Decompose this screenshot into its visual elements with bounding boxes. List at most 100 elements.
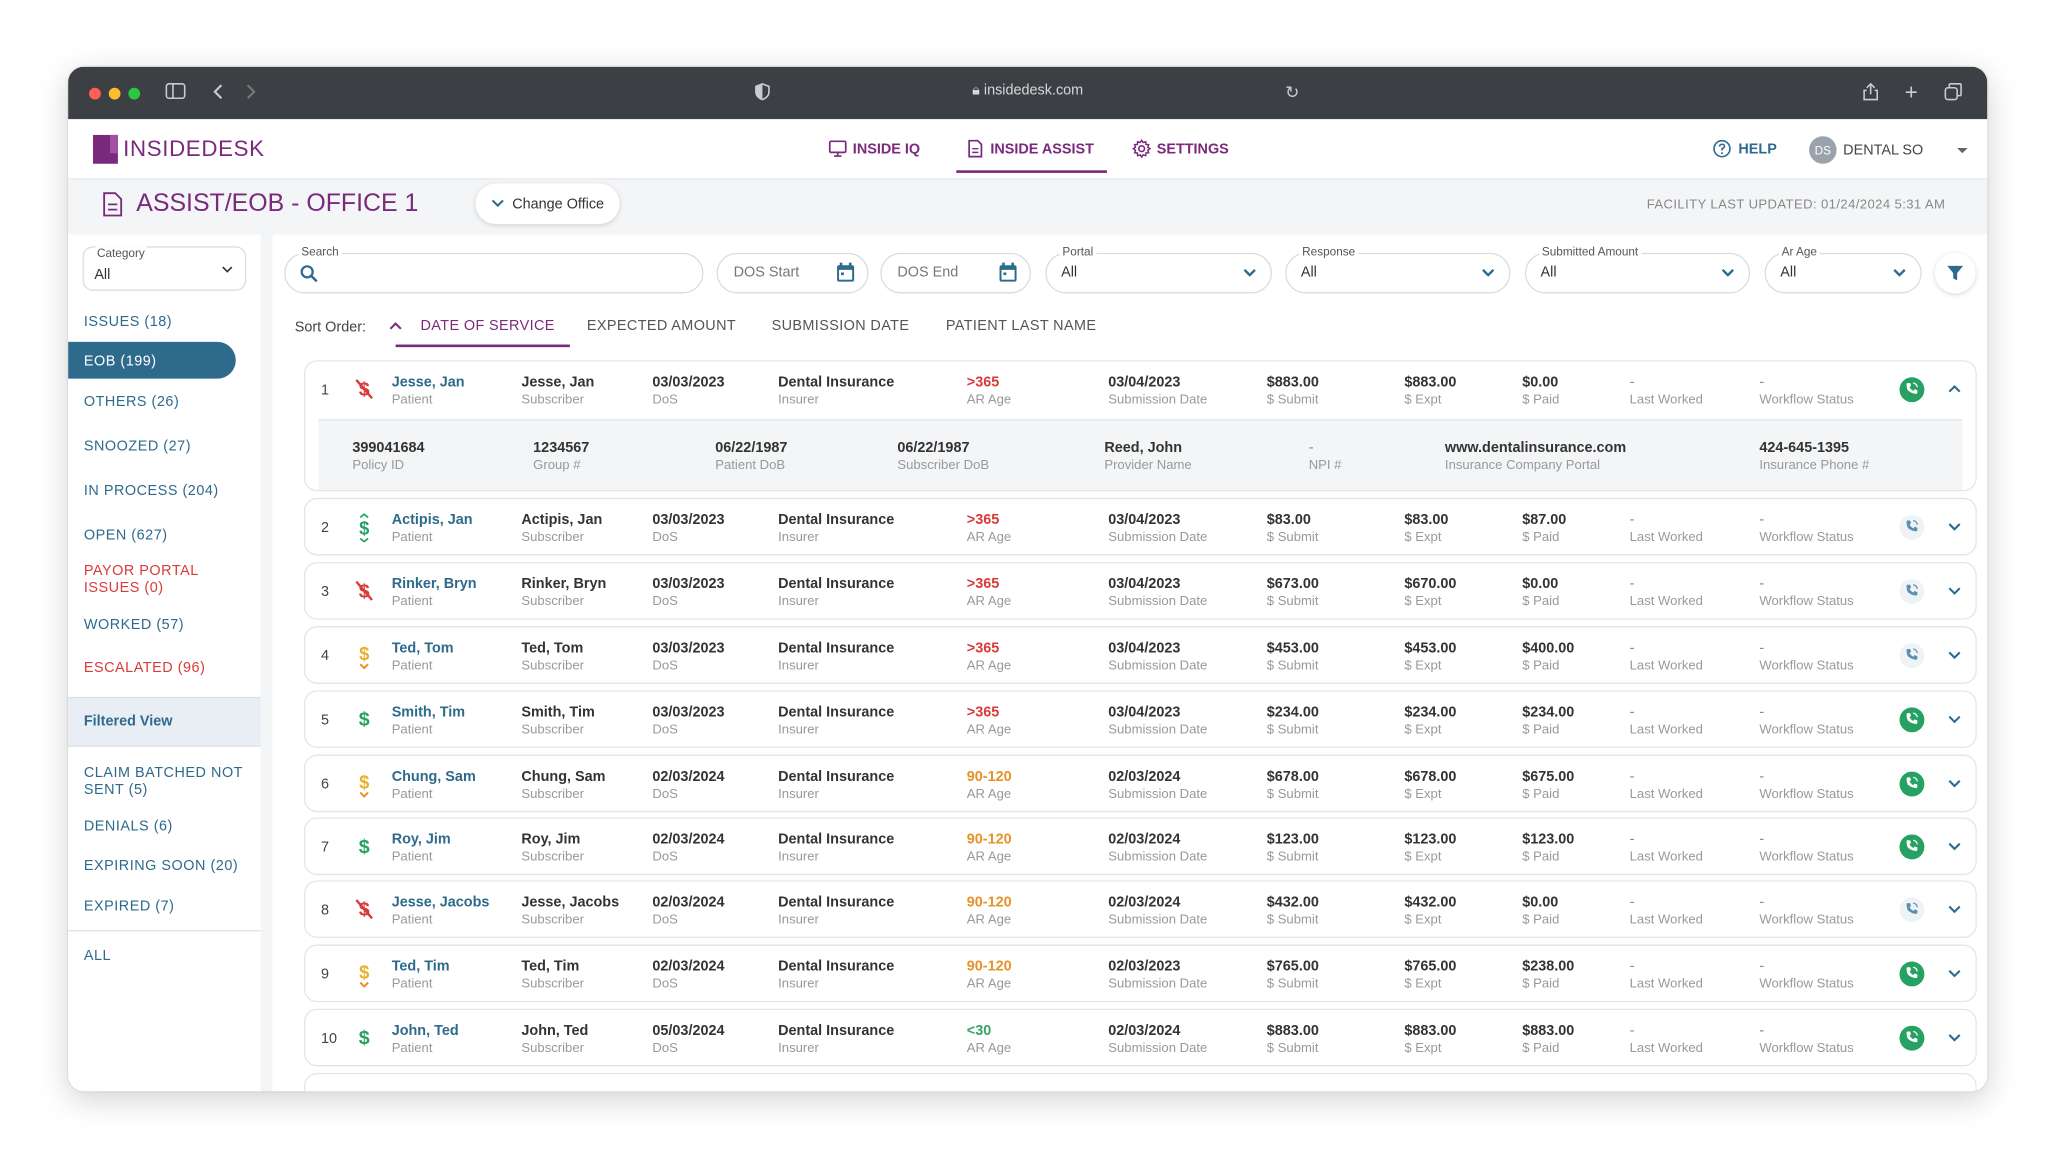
- claim-row-partial[interactable]: [303, 1072, 1977, 1092]
- patient-cell[interactable]: Ted, Tim Patient: [392, 958, 450, 995]
- forward-icon[interactable]: [244, 83, 257, 107]
- help-button[interactable]: HELP: [1712, 139, 1777, 159]
- dos-start-input[interactable]: DOS Start: [716, 252, 869, 294]
- sort-tab-date-of-service[interactable]: DATE OF SERVICE: [420, 318, 555, 335]
- sidebar-item-eob[interactable]: EOB (199): [83, 353, 157, 370]
- call-insurer-button[interactable]: [1899, 377, 1925, 403]
- sidebar-item-all[interactable]: ALL: [83, 948, 112, 965]
- chevron-down-icon[interactable]: [1947, 964, 1963, 988]
- sidebar-item-expired[interactable]: EXPIRED (7): [83, 898, 175, 915]
- patient-cell[interactable]: Smith, Tim Patient: [392, 703, 465, 740]
- call-insurer-button[interactable]: [1899, 834, 1925, 860]
- chevron-down-icon[interactable]: [1947, 582, 1963, 606]
- claim-row[interactable]: 6 $ Chung, Sam Patient Chung, Sam Subscrib…: [303, 754, 1977, 813]
- chevron-down-icon[interactable]: [1947, 837, 1963, 861]
- call-insurer-button[interactable]: [1899, 643, 1925, 669]
- claim-row[interactable]: 2 $ Actipis, Jan Patient Actipis, Jan Subs…: [303, 497, 1977, 556]
- patient-cell[interactable]: Roy, Jim Patient: [392, 831, 451, 868]
- response-select[interactable]: Response All: [1285, 244, 1511, 294]
- nav-settings[interactable]: SETTINGS: [1131, 139, 1229, 159]
- close-window-button[interactable]: [89, 87, 101, 100]
- portal-link[interactable]: www.dentalinsurance.com: [1444, 440, 1627, 456]
- chevron-down-icon[interactable]: [1947, 774, 1963, 798]
- portal-select[interactable]: Portal All: [1045, 244, 1273, 294]
- back-icon[interactable]: [212, 83, 225, 107]
- insurer-cell: Dental Insurance Insurer: [778, 768, 894, 805]
- tab-overview-icon[interactable]: [1944, 83, 1962, 107]
- chevron-down-icon[interactable]: [1947, 517, 1963, 541]
- maximize-window-button[interactable]: [128, 87, 141, 100]
- call-insurer-button[interactable]: [1899, 579, 1925, 604]
- chevron-down-icon[interactable]: [1947, 646, 1963, 670]
- call-insurer-button[interactable]: [1899, 961, 1925, 987]
- category-select[interactable]: Category All: [82, 246, 247, 291]
- nav-inside-iq[interactable]: INSIDE IQ: [828, 139, 920, 159]
- calendar-icon[interactable]: [836, 262, 856, 283]
- search-input[interactable]: Search: [284, 244, 704, 294]
- sidebar-item-payor-portal-issues[interactable]: PAYOR PORTAL ISSUES (0): [83, 563, 199, 597]
- call-insurer-button[interactable]: [1899, 1025, 1925, 1051]
- patient-label: Patient: [391, 850, 433, 865]
- patient-cell[interactable]: John, Ted Patient: [392, 1022, 459, 1059]
- privacy-shield-icon[interactable]: [755, 82, 771, 107]
- new-tab-icon[interactable]: +: [1904, 79, 1918, 105]
- share-icon[interactable]: [1863, 82, 1879, 107]
- chevron-down-icon[interactable]: [1947, 1028, 1963, 1052]
- submitted-amount-select[interactable]: Submitted Amount All: [1524, 244, 1751, 294]
- submission-date-label: Submission Date: [1108, 913, 1208, 928]
- patient-cell[interactable]: Chung, Sam Patient: [392, 768, 476, 805]
- chevron-up-icon[interactable]: [1947, 380, 1963, 404]
- calendar-icon[interactable]: [998, 262, 1018, 283]
- change-office-button[interactable]: Change Office: [475, 183, 620, 225]
- claim-row[interactable]: 7 $ Roy, Jim Patient Roy, Jim Subscriber 0…: [303, 817, 1977, 876]
- insidedesk-logo[interactable]: INSIDE DESK: [93, 134, 265, 165]
- sidebar-item-worked[interactable]: WORKED (57): [83, 617, 185, 633]
- reload-icon[interactable]: ↻: [1285, 82, 1300, 103]
- chevron-down-icon[interactable]: [1947, 900, 1963, 924]
- sidebar-item-snoozed[interactable]: SNOOZED (27): [83, 438, 192, 455]
- claim-row[interactable]: 9 $ Ted, Tim Patient Ted, Tim Subscriber 0…: [303, 944, 1977, 1003]
- call-insurer-button[interactable]: [1899, 897, 1925, 923]
- filter-button[interactable]: [1934, 252, 1976, 294]
- last-worked-cell: - Last Worked: [1630, 768, 1703, 805]
- sort-tab-patient-last-name[interactable]: PATIENT LAST NAME: [945, 318, 1097, 335]
- call-insurer-button[interactable]: [1899, 771, 1925, 797]
- patient-cell[interactable]: Actipis, Jan Patient: [392, 511, 473, 548]
- ar-age-value: >365: [966, 640, 1000, 657]
- sidebar-item-expiring-soon[interactable]: EXPIRING SOON (20): [83, 858, 239, 874]
- minimize-window-button[interactable]: [108, 87, 121, 100]
- claim-row[interactable]: 4 $ Ted, Tom Patient Ted, Tom Subscriber 0…: [303, 626, 1977, 684]
- claim-row[interactable]: 10 $ John, Ted Patient John, Ted Subscribe…: [303, 1008, 1977, 1067]
- ar-age-select[interactable]: Ar Age All: [1764, 244, 1922, 294]
- call-insurer-button[interactable]: [1899, 514, 1925, 540]
- patient-label: Patient: [391, 787, 433, 802]
- sidebar-item-escalated[interactable]: ESCALATED (96): [83, 660, 206, 676]
- patient-cell[interactable]: Ted, Tom Patient: [392, 639, 454, 676]
- claim-row[interactable]: 8 $ Jesse, Jacobs Patient Jesse, Jacobs Su…: [303, 880, 1977, 938]
- address-bar[interactable]: 🔒︎ insidedesk.com: [68, 83, 1987, 100]
- chevron-up-icon[interactable]: [389, 321, 402, 331]
- portal-cell[interactable]: www.dentalinsurance.com Insurance Company…: [1445, 439, 1626, 476]
- call-insurer-button[interactable]: [1899, 707, 1925, 733]
- sidebar-item-in-process[interactable]: IN PROCESS (204): [83, 483, 219, 500]
- sort-tab-submission-date[interactable]: SUBMISSION DATE: [771, 318, 910, 335]
- sort-tab-expected-amount[interactable]: EXPECTED AMOUNT: [586, 318, 737, 335]
- paid-amount-cell: $675.00 $ Paid: [1522, 768, 1574, 805]
- sidebar-item-denials[interactable]: DENIALS (6): [83, 818, 173, 835]
- sidebar-item-open[interactable]: OPEN (627): [83, 527, 168, 544]
- claim-row[interactable]: 5 $ Smith, Tim Patient Smith, Tim Subscrib…: [303, 690, 1977, 749]
- sidebar-item-others[interactable]: OTHERS (26): [83, 394, 180, 411]
- nav-inside-assist[interactable]: INSIDE ASSIST: [965, 139, 1094, 159]
- patient-cell[interactable]: Jesse, Jacobs Patient: [392, 893, 490, 930]
- sidebar-item-issues[interactable]: ISSUES (18): [83, 314, 173, 331]
- expected-amount-value: $883.00: [1404, 374, 1457, 391]
- sidebar-item-claim-batched[interactable]: CLAIM BATCHED NOT SENT (5): [83, 765, 243, 798]
- user-menu[interactable]: DS DENTAL SO: [1809, 136, 1969, 164]
- patient-cell[interactable]: Rinker, Bryn Patient: [392, 575, 477, 612]
- dos-end-input[interactable]: DOS End: [880, 252, 1031, 294]
- sidebar-toggle-icon[interactable]: [165, 83, 186, 105]
- patient-cell[interactable]: Jesse, Jan Patient: [392, 373, 465, 410]
- chevron-down-icon[interactable]: [1947, 710, 1963, 734]
